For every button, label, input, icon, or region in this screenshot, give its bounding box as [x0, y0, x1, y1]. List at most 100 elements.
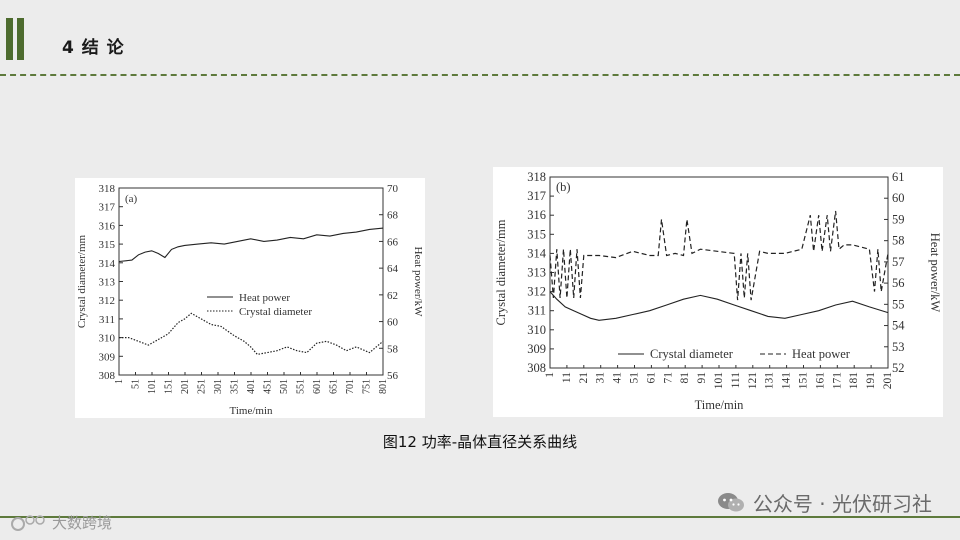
y-tick-label: 311 — [99, 314, 115, 326]
x-tick-label: 191 — [865, 372, 877, 390]
series-line-crystal-diameter — [549, 291, 889, 321]
x-tick-label: 151 — [798, 372, 810, 390]
x-tick-label: 501 — [279, 379, 290, 394]
y2-tick-label: 52 — [892, 361, 905, 375]
x-tick-label: 181 — [848, 372, 860, 390]
y2-tick-label: 56 — [387, 370, 399, 382]
y-tick-label: 309 — [527, 342, 546, 356]
y-axis-label: Crystal diameter/mm — [76, 234, 88, 328]
y2-tick-label: 55 — [892, 297, 905, 311]
x-tick-label: 101 — [147, 379, 158, 394]
plot-frame — [549, 176, 889, 369]
series-line-crystal-diameter — [119, 312, 384, 356]
x-tick-label: 201 — [882, 372, 894, 390]
y-tick-label: 315 — [99, 239, 116, 251]
y-tick-label: 317 — [527, 189, 546, 203]
y-tick-label: 313 — [527, 266, 546, 280]
y2-tick-label: 59 — [892, 212, 905, 226]
y-tick-label: 314 — [99, 258, 116, 270]
y2-axis-label: Heat power/kW — [412, 247, 424, 318]
y2-tick-label: 62 — [387, 290, 398, 302]
y2-tick-label: 56 — [892, 276, 905, 290]
y-tick-label: 316 — [527, 208, 546, 222]
chart-b: 3083093103113123133143153163173185253545… — [494, 170, 942, 412]
x-tick-label: 61 — [645, 372, 657, 384]
header-divider — [0, 74, 960, 76]
figure-b: 308 309 310 311 312 313 314 315 316 317 318 52 53 54 5… — [493, 167, 943, 417]
x-tick-label: 751 — [362, 379, 373, 394]
legend-label: Heat power — [792, 347, 851, 361]
x-tick-label: 81 — [679, 372, 691, 384]
y2-tick-label: 70 — [387, 183, 399, 195]
x-tick-label: 91 — [696, 372, 708, 384]
y-tick-label: 308 — [527, 361, 546, 375]
y-tick-label: 314 — [527, 246, 547, 260]
x-tick-label: 801 — [378, 379, 389, 394]
x-tick-label: 111 — [730, 372, 742, 389]
panel-label: (b) — [556, 180, 571, 194]
watermark-account: 公众号 · 光伏研习社 — [717, 488, 932, 517]
y2-tick-label: 66 — [387, 236, 399, 248]
panel-label: (a) — [125, 193, 138, 205]
x-tick-label: 251 — [197, 379, 208, 394]
x-tick-label: 11 — [561, 372, 573, 383]
y-tick-label: 316 — [99, 220, 116, 232]
x-tick-label: 551 — [296, 379, 307, 394]
x-tick-label: 161 — [814, 372, 826, 390]
y2-tick-label: 61 — [892, 170, 905, 184]
watermark-account-text: 公众号 · 光伏研习社 — [752, 492, 932, 516]
watermark-left-text: 大数跨境 — [52, 514, 113, 532]
legend-label: Crystal diameter — [650, 347, 734, 361]
x-tick-label: 401 — [246, 379, 257, 394]
x-tick-label: 51 — [131, 379, 142, 389]
legend-label: Crystal diameter — [239, 306, 312, 318]
y2-tick-label: 54 — [892, 319, 905, 333]
y-tick-label: 318 — [527, 170, 546, 184]
wechat-icon — [717, 492, 744, 511]
x-tick-label: 41 — [612, 372, 624, 384]
figure-a: 308 309 310 311 312 313 314 315 316 317 318 56 58 60 6… — [75, 178, 425, 418]
legend-label: Heat power — [239, 292, 290, 304]
y-tick-label: 312 — [99, 295, 116, 307]
y-tick-label: 315 — [527, 227, 546, 241]
x-tick-label: 51 — [629, 372, 641, 384]
y-tick-label: 318 — [99, 183, 116, 195]
y2-tick-label: 60 — [892, 191, 905, 205]
x-axis-label: Time/min — [230, 405, 273, 417]
x-tick-label: 131 — [764, 372, 776, 390]
x-tick-label: 651 — [329, 379, 340, 394]
page-title: 4 结 论 — [62, 38, 125, 58]
x-tick-label: 71 — [662, 372, 674, 384]
x-tick-label: 201 — [180, 379, 191, 394]
y2-tick-label: 68 — [387, 210, 399, 222]
x-tick-label: 1 — [114, 379, 125, 384]
y-tick-label: 310 — [527, 323, 546, 337]
y2-tick-label: 64 — [387, 263, 399, 275]
y2-tick-label: 58 — [387, 343, 399, 355]
y2-tick-label: 60 — [387, 317, 399, 329]
x-tick-label: 21 — [578, 372, 590, 384]
ic-logo-icon — [11, 514, 45, 531]
x-tick-label: 101 — [713, 372, 725, 390]
x-tick-label: 171 — [831, 372, 843, 390]
x-tick-label: 121 — [747, 372, 759, 390]
x-tick-label: 701 — [345, 379, 356, 394]
chart-a: 308 309 310 311 312 313 314 315 316 317 318 56 58 60 6… — [76, 183, 424, 417]
series-line-heat-power — [118, 227, 384, 263]
y2-axis-label: Heat power/kW — [928, 233, 942, 313]
x-tick-label: 151 — [164, 379, 175, 394]
accent-bar-right — [17, 18, 24, 60]
y-tick-label: 310 — [99, 333, 116, 345]
x-tick-label: 141 — [781, 372, 793, 390]
x-tick-label: 301 — [213, 379, 224, 394]
y2-tick-label: 57 — [892, 255, 905, 269]
y-tick-label: 309 — [99, 351, 116, 363]
y-tick-label: 308 — [99, 370, 116, 382]
y-tick-label: 312 — [527, 285, 546, 299]
y-tick-label: 311 — [528, 304, 546, 318]
watermark-left: 大数跨境 — [10, 512, 112, 533]
x-tick-label: 451 — [263, 379, 274, 394]
y2-tick-label: 58 — [892, 234, 905, 248]
footer-divider — [0, 516, 960, 518]
accent-bar-left — [6, 18, 13, 60]
